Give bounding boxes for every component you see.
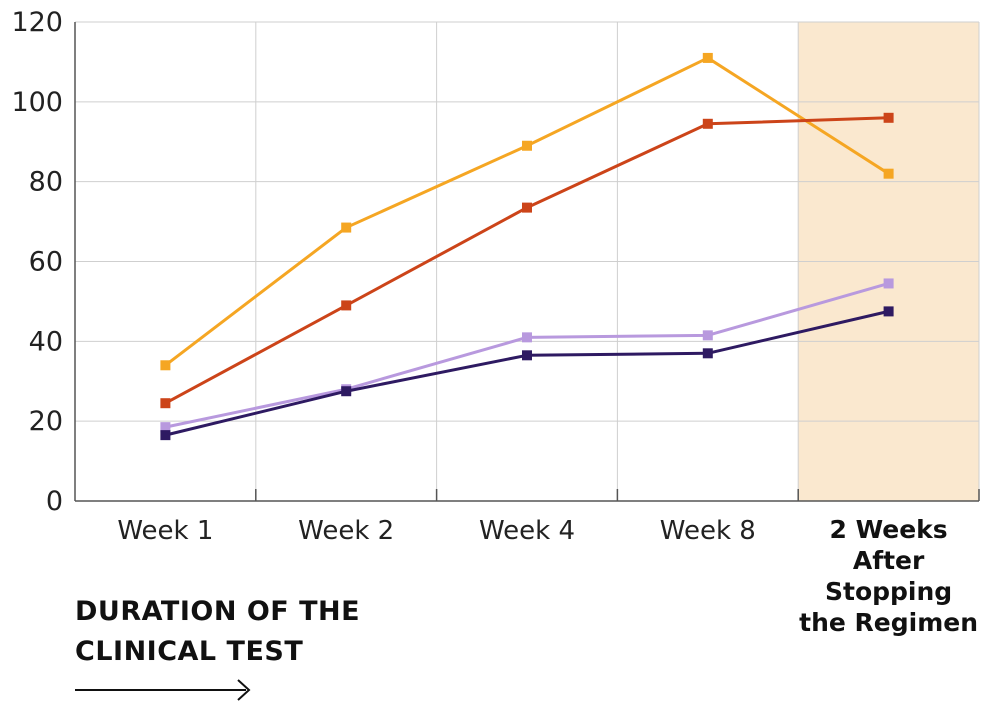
x-tick-label: Week 8 (660, 516, 756, 546)
data-point-marker (341, 300, 352, 311)
x-tick-label: Week 2 (298, 516, 394, 546)
y-tick-label: 100 (11, 87, 63, 118)
data-point-marker (160, 360, 171, 371)
y-tick-label: 40 (29, 326, 63, 357)
data-point-marker (522, 332, 532, 343)
data-point-marker (160, 422, 171, 433)
caption-line-1: DURATION OF THE (75, 596, 361, 627)
data-point-marker (702, 348, 713, 359)
y-tick-label: 120 (11, 7, 63, 38)
y-tick-label: 20 (29, 406, 63, 437)
axes (74, 22, 980, 502)
x-axis-ticks: Week 1 Week 2 Week 4 Week 8 2 WeeksAfterStop… (117, 515, 978, 637)
data-point-marker (883, 168, 894, 179)
x-tick-label-highlight-line: 2 Weeks (829, 515, 947, 544)
caption-line-2: CLINICAL TEST (75, 636, 304, 667)
x-tick-label-highlight-line: the Regimen (799, 608, 978, 637)
x-tick-label-highlight-line: Stopping (825, 577, 952, 606)
series-2 (160, 112, 894, 409)
duration-caption: DURATION OF THE CLINICAL TEST (75, 592, 455, 672)
data-point-marker (702, 118, 713, 129)
data-point-marker (160, 430, 171, 441)
data-point-marker (522, 202, 532, 213)
series-layer (160, 52, 894, 441)
data-point-marker (702, 52, 713, 63)
y-axis-ticks: 0 20 40 60 80 100 120 (11, 7, 63, 517)
series-line (164, 116, 889, 405)
series-4 (160, 306, 894, 441)
data-point-marker (702, 330, 713, 341)
data-point-marker (883, 112, 894, 123)
data-point-marker (522, 350, 532, 361)
right-arrow-icon (75, 679, 251, 701)
series-1 (160, 52, 894, 371)
y-tick-label: 80 (29, 167, 63, 198)
data-point-marker (160, 398, 171, 409)
data-point-marker (883, 306, 894, 317)
data-point-marker (341, 386, 352, 397)
data-point-marker (883, 278, 894, 289)
data-point-marker (341, 222, 352, 233)
x-tick-label: Week 1 (117, 516, 213, 546)
data-point-marker (522, 140, 532, 151)
y-tick-label: 60 (29, 247, 63, 278)
y-tick-label: 0 (46, 486, 63, 517)
x-tick-label: Week 4 (479, 516, 575, 546)
series-line (165, 309, 889, 437)
x-tick-label-highlight-line: After (853, 546, 925, 575)
